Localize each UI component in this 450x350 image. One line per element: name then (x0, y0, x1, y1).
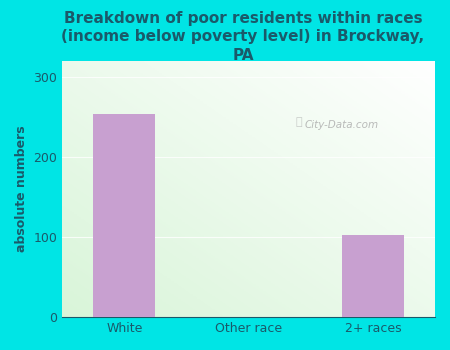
Text: City-Data.com: City-Data.com (305, 120, 379, 130)
Bar (93, 114, 155, 317)
Y-axis label: absolute numbers: absolute numbers (15, 126, 28, 252)
Text: Breakdown of poor residents within races
(income below poverty level) in Brockwa: Breakdown of poor residents within races… (62, 10, 424, 63)
Bar (342, 234, 404, 317)
Text: Ⓢ: Ⓢ (296, 117, 302, 127)
